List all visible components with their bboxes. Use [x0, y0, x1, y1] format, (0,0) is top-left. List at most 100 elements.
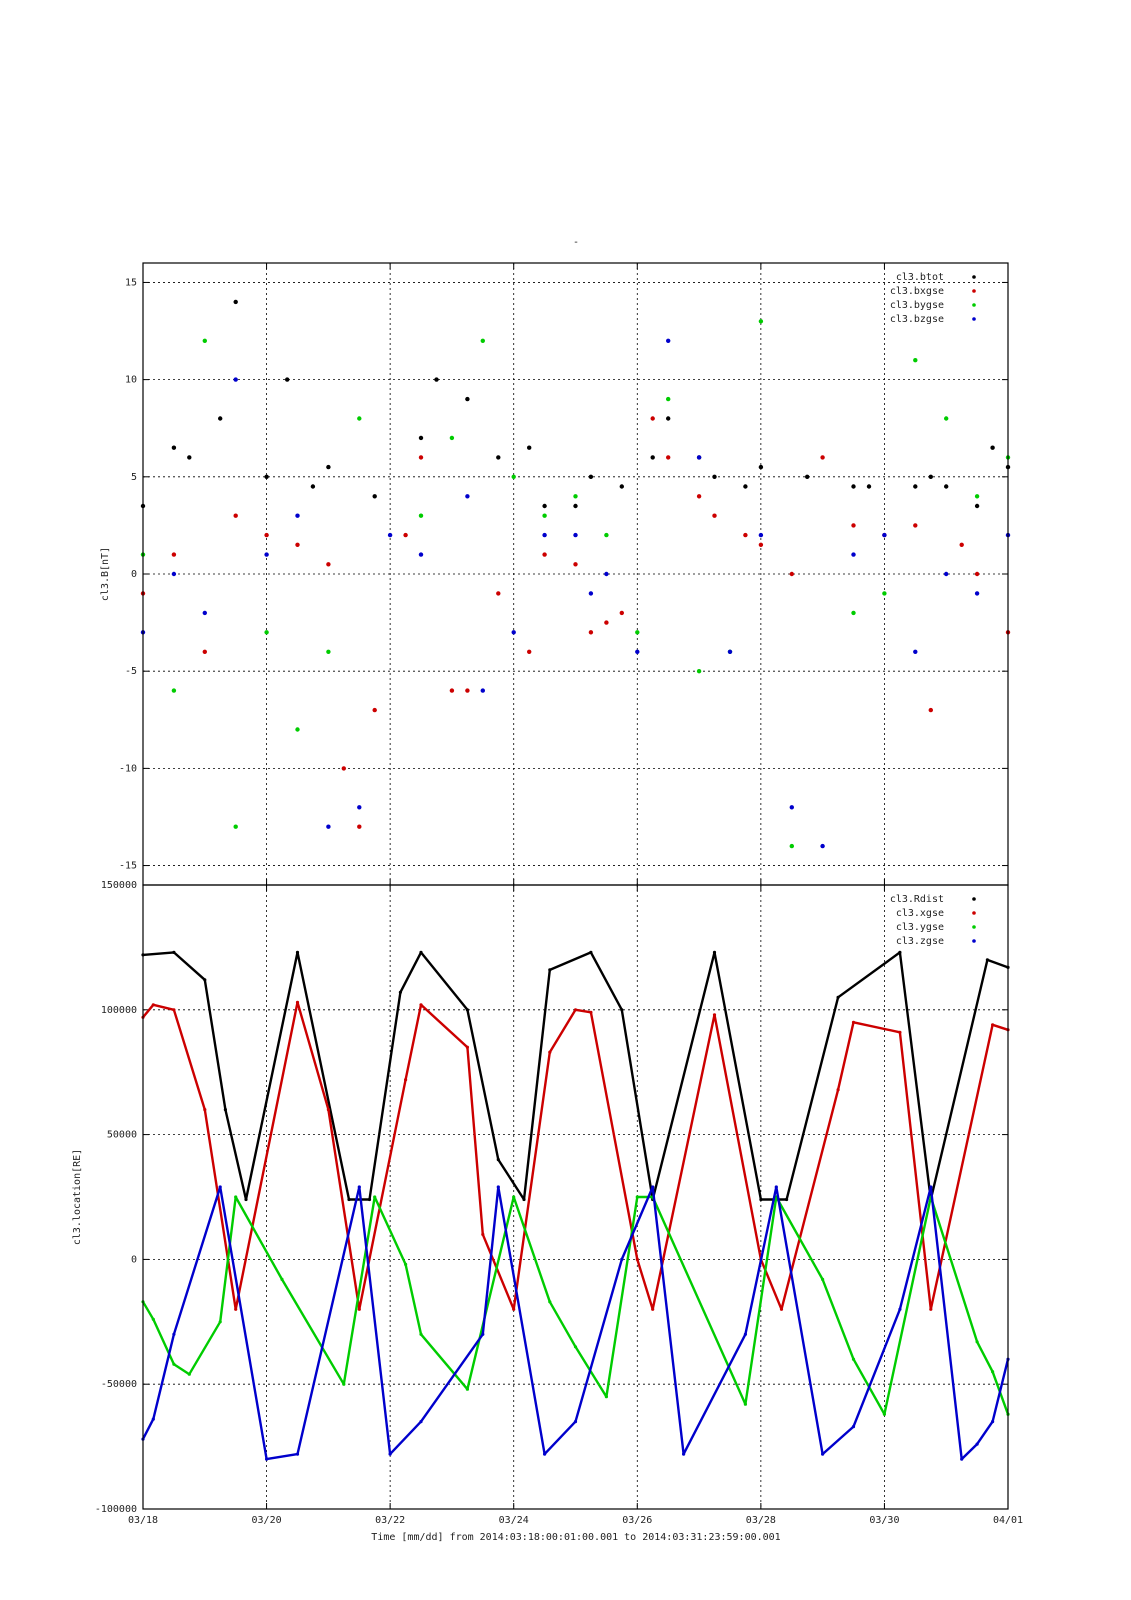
data-point	[898, 950, 902, 955]
data-point	[635, 630, 640, 635]
data-point	[820, 455, 825, 460]
data-point	[882, 1412, 887, 1416]
x-tick-label: 04/01	[993, 1515, 1023, 1526]
data-point	[975, 1442, 979, 1446]
legend-entry-label: cl3.btot	[896, 272, 944, 283]
data-point	[419, 1332, 423, 1336]
data-point	[496, 1158, 500, 1162]
time-axis-ticks: 03/18 03/20 03/22 03/24 03/26 03/28 03/30 04/01	[128, 1515, 1023, 1526]
data-point	[465, 1387, 469, 1391]
data-point	[218, 1185, 222, 1189]
data-point	[496, 455, 501, 460]
data-point	[604, 1395, 609, 1399]
series-cl3-bxgse	[140, 416, 1011, 829]
data-point	[172, 950, 176, 955]
data-point	[985, 958, 990, 962]
data-point	[851, 610, 856, 616]
data-point	[373, 1195, 377, 1199]
magnetic-field-y-ticks: -15 -10 -5 0 5 10 15	[119, 277, 137, 871]
data-point	[202, 338, 207, 343]
data-point	[496, 1185, 500, 1189]
data-point	[974, 591, 980, 596]
data-point	[620, 1008, 624, 1012]
data-point	[991, 1420, 995, 1424]
legend-entry-label: cl3.bxgse	[890, 286, 944, 297]
data-point	[218, 416, 223, 421]
data-point	[187, 455, 192, 460]
data-point	[548, 1300, 552, 1304]
data-point	[172, 1332, 176, 1336]
legend-marker	[972, 911, 976, 915]
data-point	[404, 1078, 408, 1082]
data-point	[357, 416, 362, 421]
data-point	[233, 299, 238, 305]
data-point	[512, 1307, 516, 1311]
data-point	[295, 542, 300, 547]
y-tick-label: 100000	[101, 1005, 137, 1016]
data-point	[650, 416, 655, 421]
data-point	[573, 1345, 578, 1349]
data-point	[866, 484, 872, 489]
data-point	[367, 1197, 372, 1202]
data-point	[696, 494, 702, 499]
data-point	[789, 805, 794, 810]
data-point	[588, 630, 594, 635]
data-point	[573, 1008, 578, 1012]
data-point	[573, 1420, 578, 1424]
data-point	[974, 571, 980, 577]
data-point	[295, 1452, 300, 1456]
data-point	[743, 484, 748, 489]
data-point	[774, 1185, 778, 1189]
y-tick-label: -10	[119, 763, 137, 774]
data-point	[465, 1045, 469, 1049]
data-point	[975, 1340, 979, 1344]
data-point	[326, 824, 331, 829]
series-cl3-bzgse	[140, 338, 1011, 849]
data-point	[974, 494, 980, 499]
data-point	[372, 707, 377, 713]
data-point	[223, 1108, 227, 1112]
data-point	[882, 591, 887, 596]
data-point	[913, 649, 918, 654]
data-point	[991, 1023, 995, 1027]
data-point	[419, 1003, 423, 1007]
data-point	[418, 513, 424, 518]
magnetic-field-grid	[142, 263, 1009, 885]
data-point	[419, 950, 423, 955]
series-cl3-Rdist	[141, 950, 1010, 1202]
data-point	[743, 1402, 748, 1406]
magnetic-field-y-label: cl3.B[nT]	[100, 547, 111, 601]
data-point	[589, 1010, 593, 1014]
legend-marker	[972, 897, 976, 901]
data-point	[357, 824, 362, 829]
y-tick-label: 5	[131, 472, 137, 483]
data-point	[172, 1008, 176, 1012]
legend-entry-label: cl3.xgse	[896, 908, 944, 919]
x-tick-label: 03/20	[252, 1515, 282, 1526]
data-point	[233, 824, 238, 829]
data-point	[759, 1197, 763, 1202]
y-tick-label: 50000	[107, 1130, 137, 1141]
legend-entry-label: cl3.Rdist	[890, 894, 944, 905]
data-point	[820, 843, 825, 849]
data-point	[326, 562, 331, 567]
data-point	[666, 338, 671, 343]
data-point	[434, 377, 439, 382]
series-cl3-ygse	[141, 1195, 1010, 1416]
data-point	[650, 455, 655, 460]
data-point	[635, 1195, 639, 1199]
data-point	[913, 358, 918, 363]
data-point	[779, 1307, 784, 1311]
data-point	[280, 1277, 284, 1281]
data-point	[480, 688, 485, 693]
data-point	[944, 571, 949, 577]
data-point	[480, 338, 485, 343]
data-point	[743, 532, 748, 538]
data-point	[851, 1425, 856, 1429]
legend-entry-label: cl3.bygse	[890, 300, 944, 311]
legend-marker	[972, 939, 976, 943]
series-line	[141, 1185, 1010, 1461]
location-panel: -100000 -50000 0 50000 100000 150000 cl3.Rdis…	[72, 880, 1010, 1515]
data-point	[264, 474, 269, 479]
